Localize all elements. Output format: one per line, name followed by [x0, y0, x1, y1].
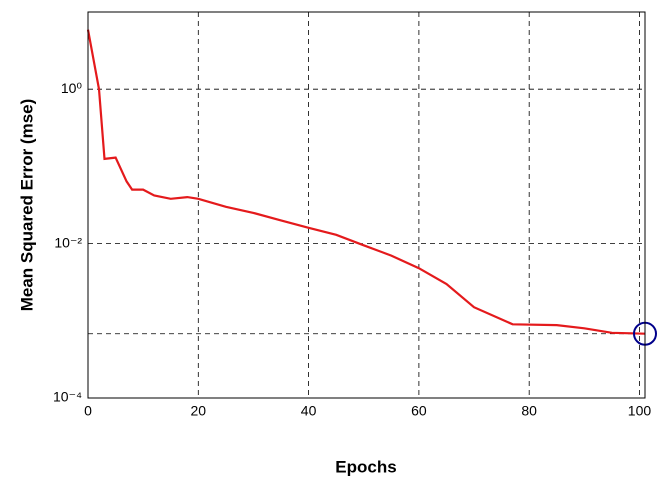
plot-frame [87, 11, 646, 399]
x-tick-label: 100 [628, 403, 652, 419]
x-tick-label: 80 [521, 403, 537, 419]
y-tick-label: 10⁻² [54, 234, 82, 250]
plot-area [88, 12, 645, 398]
data-line [86, 29, 646, 335]
x-axis-label: Epochs [335, 457, 396, 476]
x-tick-label: 60 [411, 403, 427, 419]
y-tick-label: 10⁻⁴ [53, 389, 82, 405]
x-tick-label: 40 [301, 403, 317, 419]
x-tick-label: 0 [84, 403, 92, 419]
x-tick-label: 20 [191, 403, 207, 419]
y-tick-label: 10⁰ [61, 80, 83, 96]
y-axis-label: Mean Squared Error (mse) [17, 99, 36, 312]
